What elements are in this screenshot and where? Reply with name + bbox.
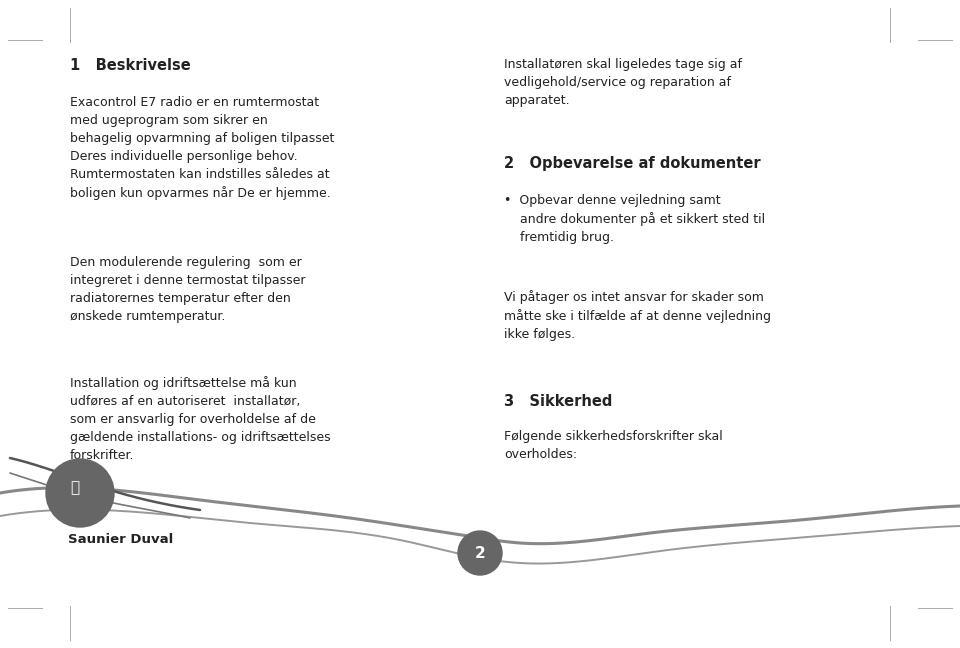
Text: Saunier Duval: Saunier Duval [68,533,173,546]
Text: 2   Opbevarelse af dokumenter: 2 Opbevarelse af dokumenter [504,156,760,171]
Text: Installatøren skal ligeledes tage sig af
vedligehold/service og reparation af
ap: Installatøren skal ligeledes tage sig af… [504,58,742,107]
Circle shape [46,459,114,527]
Text: Den modulerende regulering  som er
integreret i denne termostat tilpasser
radiat: Den modulerende regulering som er integr… [70,256,305,323]
Text: Installation og idriftsættelse må kun
udføres af en autoriseret  installatør,
so: Installation og idriftsættelse må kun ud… [70,376,330,462]
Text: 1   Beskrivelse: 1 Beskrivelse [70,58,191,73]
Text: Vi påtager os intet ansvar for skader som
måtte ske i tilfælde af at denne vejle: Vi påtager os intet ansvar for skader so… [504,290,771,341]
Text: Følgende sikkerhedsforskrifter skal
overholdes:: Følgende sikkerhedsforskrifter skal over… [504,430,723,461]
Text: ✋: ✋ [70,481,80,496]
Circle shape [458,531,502,575]
Text: Exacontrol E7 radio er en rumtermostat
med ugeprogram som sikrer en
behagelig op: Exacontrol E7 radio er en rumtermostat m… [70,96,334,200]
Text: •  Opbevar denne vejledning samt
    andre dokumenter på et sikkert sted til
   : • Opbevar denne vejledning samt andre do… [504,194,765,244]
Text: 3   Sikkerhed: 3 Sikkerhed [504,394,612,409]
Text: 2: 2 [474,546,486,561]
